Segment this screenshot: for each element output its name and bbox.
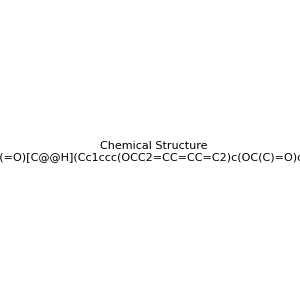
- Text: Chemical Structure
COC(=O)[C@@H](Cc1ccc(OCC2=CC=CC=C2)c(OC(C)=O)c1)NC: Chemical Structure COC(=O)[C@@H](Cc1ccc(…: [0, 141, 300, 162]
